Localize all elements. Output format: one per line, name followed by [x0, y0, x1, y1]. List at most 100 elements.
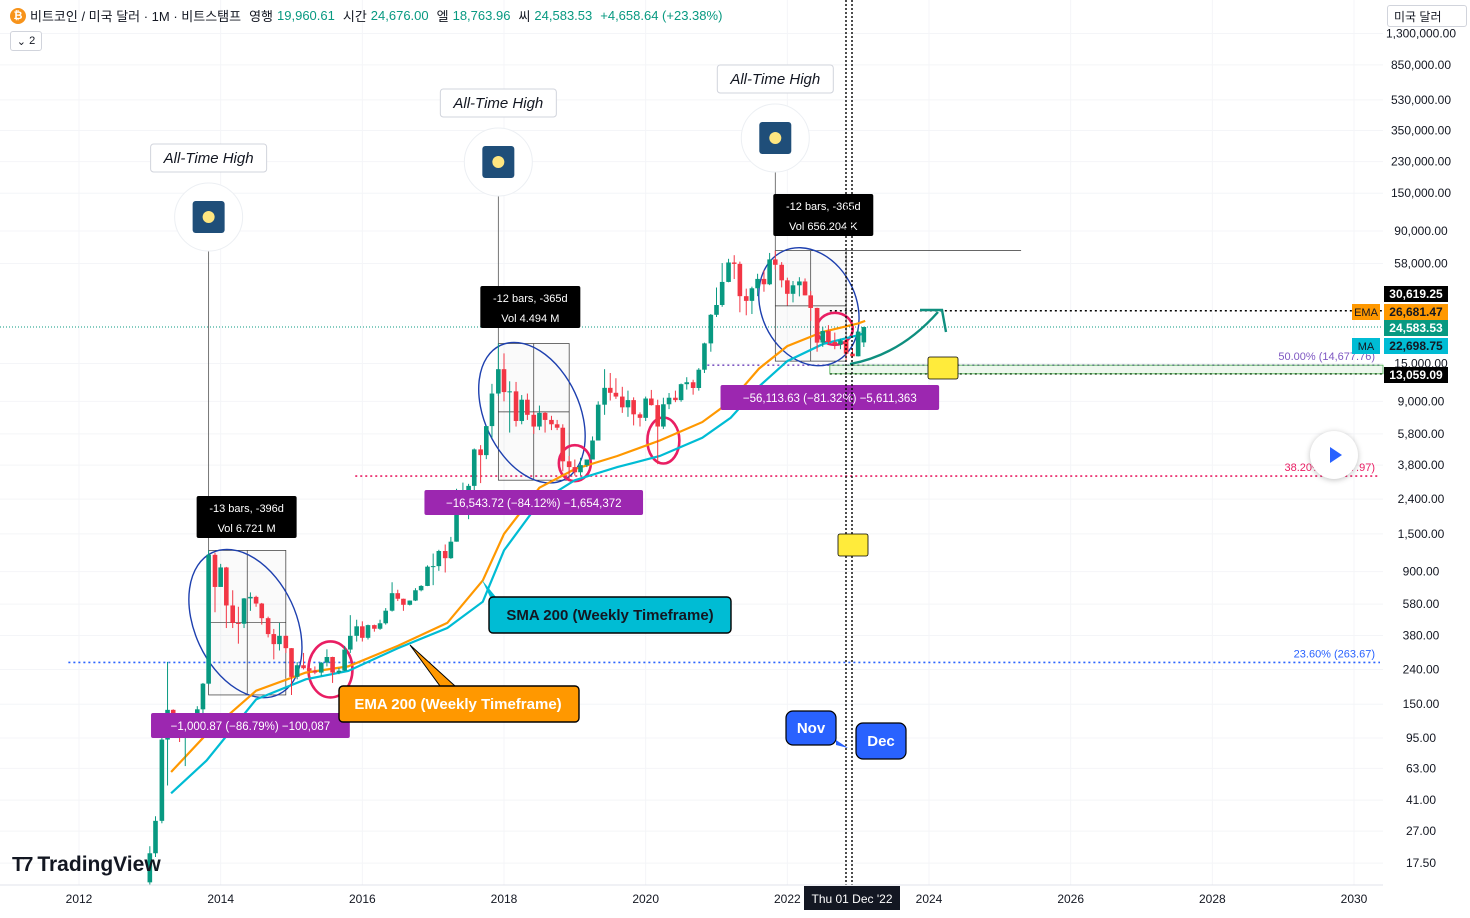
candle-body: [153, 820, 158, 854]
bitcoin-icon: ₿: [10, 7, 26, 24]
candle-body: [855, 331, 861, 357]
symbol-title[interactable]: 비트코인 / 미국 달러 · 1M · 비트스탬프: [30, 9, 242, 24]
candle-body: [312, 670, 318, 673]
change-value: +4,658.64 (+23.38%): [600, 8, 723, 23]
candle-body: [159, 739, 165, 821]
price-badge-tag: [1352, 338, 1380, 354]
candle-body: [253, 596, 259, 604]
symbol-header[interactable]: ₿ 비트코인 / 미국 달러 · 1M · 비트스탬프 영행 19,960.61 …: [10, 6, 722, 25]
candle-body: [578, 465, 583, 473]
price-tick-label: 3,800.00: [1398, 458, 1445, 472]
candle-body: [448, 541, 454, 559]
projection-arrow-head: [920, 308, 948, 333]
sparkle-icon-core: [769, 132, 782, 144]
candle-body: [572, 467, 578, 473]
candle-body: [383, 610, 389, 624]
measure-bars-text: -12 bars, -365d: [493, 293, 568, 305]
candle-body: [271, 634, 277, 645]
candle-body: [342, 649, 347, 671]
candle-body: [265, 618, 271, 635]
candle-body: [779, 264, 784, 281]
candle-body: [772, 259, 778, 265]
measure-bars-text: -13 bars, -396d: [209, 503, 284, 515]
candle-body: [294, 665, 300, 677]
tradingview-logo-text: TradingView: [37, 853, 161, 876]
candle-body: [347, 635, 353, 650]
candle-body: [248, 596, 253, 599]
candle-body: [820, 330, 826, 343]
nov-label-text: Nov: [797, 720, 826, 737]
time-tick-label: 2016: [349, 892, 376, 906]
candle-body: [631, 400, 636, 415]
candle-body: [395, 593, 401, 599]
low-label: 엘: [436, 9, 449, 24]
candle-body: [560, 427, 566, 462]
close-label: 씨: [518, 9, 531, 24]
indicator-count: 2: [29, 35, 36, 47]
candle-body: [719, 281, 725, 305]
indicator-collapse-button[interactable]: ⌄ 2: [10, 31, 42, 51]
dec-label-text: Dec: [867, 733, 895, 750]
price-tick-label: 17.50: [1406, 856, 1436, 870]
candle-body: [737, 263, 743, 297]
price-badge-text: 30,619.25: [1389, 287, 1443, 301]
candle-body: [289, 648, 294, 677]
currency-button[interactable]: 미국 달러: [1387, 5, 1467, 27]
price-tick-label: 900.00: [1403, 565, 1440, 579]
time-tick-label: 2018: [491, 892, 518, 906]
candle-body: [850, 353, 855, 357]
candle-body: [418, 585, 424, 591]
candle-body: [613, 392, 619, 397]
candle-body: [401, 598, 406, 605]
tradingview-logo[interactable]: T7 TradingView: [12, 853, 161, 877]
price-tick-label: 150,000.00: [1391, 186, 1451, 200]
candle-body: [454, 502, 459, 542]
projection-arrow-curve: [849, 311, 939, 366]
measure-change-text: −16,543.72 (−84.12%) −1,654,372: [446, 498, 622, 510]
time-tick-label: 2012: [66, 892, 93, 906]
low-value: 18,763.96: [452, 8, 511, 23]
candle-body: [377, 623, 383, 629]
correction-ellipse: [478, 341, 586, 484]
ema-callout-box: [338, 685, 580, 723]
candle-body: [224, 567, 229, 606]
candle-body: [241, 598, 247, 624]
price-badge: [1384, 304, 1448, 320]
candle-body: [755, 278, 760, 289]
candle-body: [643, 398, 648, 418]
price-badge: [1384, 286, 1448, 302]
chevron-down-icon: ⌄: [16, 35, 27, 48]
play-button[interactable]: [1310, 431, 1358, 479]
price-tick-label: 230,000.00: [1391, 155, 1451, 169]
candle-body: [726, 262, 731, 282]
candle-body: [826, 330, 831, 343]
fib-level-label: 50.00% (14,677.76): [1278, 351, 1375, 363]
candle-body: [513, 391, 519, 421]
candle-body: [602, 387, 607, 405]
trend-down-icon: [927, 356, 959, 380]
ath-label-text: All-Time High: [729, 71, 820, 88]
candle-body: [360, 626, 365, 638]
time-tick-label: 2026: [1057, 892, 1084, 906]
candle-body: [306, 668, 312, 671]
candle-body: [637, 414, 643, 418]
price-tick-label: 150.00: [1403, 697, 1440, 711]
candle-body: [790, 285, 796, 294]
candle-body: [336, 670, 342, 673]
time-tick-label: 2014: [207, 892, 234, 906]
candle-body: [832, 342, 838, 345]
correction-ellipse: [188, 548, 303, 699]
sparkle-icon-core: [202, 211, 215, 223]
price-tick-label: 1,500.00: [1398, 527, 1445, 541]
price-tick-label: 240.00: [1403, 662, 1440, 676]
candle-body: [714, 304, 719, 315]
cursor-date-text: Thu 01 Dec '22: [811, 892, 892, 906]
measure-vol-text: Vol 656.204 K: [789, 221, 858, 233]
sma-callout-pointer: [482, 580, 496, 597]
price-tick-label: 41.00: [1406, 793, 1436, 807]
candle-body: [483, 426, 489, 456]
ath-label-text: All-Time High: [452, 95, 543, 112]
time-tick-label: 2020: [632, 892, 659, 906]
